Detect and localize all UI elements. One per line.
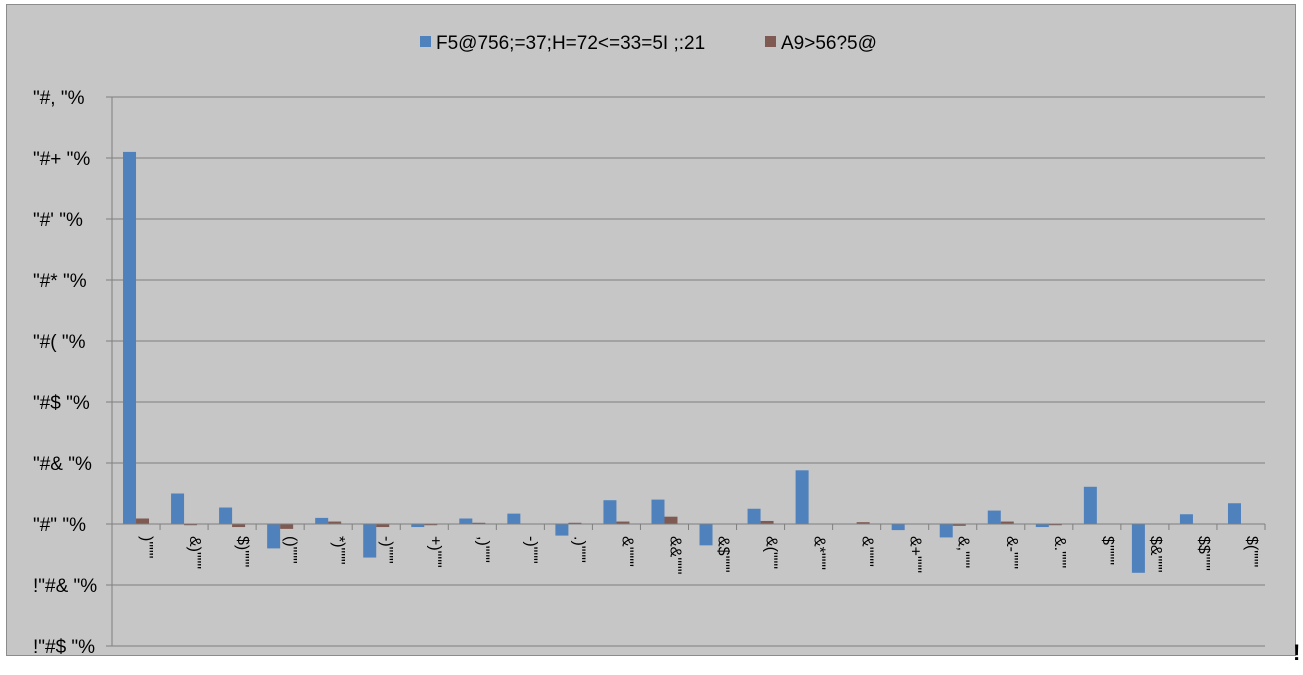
- bar-series-1: [699, 524, 713, 546]
- bar-chart: "#, "% "#+ "% "#' "% "#* "% "#( "% "#$ "% "#& …: [33, 33, 1266, 655]
- category-label: -)""": [378, 536, 395, 564]
- category-label: &,""": [955, 536, 972, 568]
- category-label: &.""": [1051, 536, 1068, 568]
- y-tick-label: "#, "%: [33, 88, 85, 109]
- category-label: &'""": [859, 536, 876, 567]
- category-label: -)""": [522, 536, 539, 564]
- bar-series-2: [1000, 521, 1014, 524]
- bar-series-2: [280, 524, 294, 529]
- category-label: ()""": [282, 536, 299, 564]
- bar-series-1: [219, 507, 233, 524]
- y-tick-label: "#* "%: [33, 271, 87, 292]
- category-label: .)""": [570, 536, 587, 563]
- category-label: )""": [138, 536, 155, 558]
- bar-series-2: [664, 516, 678, 524]
- legend-swatch: [420, 36, 431, 47]
- bar-series-2: [568, 522, 582, 524]
- bar-series-2: [232, 524, 246, 528]
- bar-series-2: [856, 522, 870, 524]
- bar-series-1: [795, 470, 809, 524]
- bar-series-1: [651, 499, 665, 524]
- y-tick-label: "#' "%: [33, 210, 83, 231]
- category-label: $'""": [1099, 536, 1116, 565]
- bar-series-2: [424, 524, 438, 526]
- bar-series-1: [1035, 524, 1049, 528]
- legend-label: F5@756;=37;H=72<=33=5I ;:21: [436, 33, 705, 54]
- bar-series-1: [411, 524, 425, 528]
- y-tick-label: "#& "%: [33, 454, 92, 475]
- category-label: &&""": [666, 536, 683, 574]
- y-tick-label: "#" "%: [33, 515, 86, 536]
- bar-series-1: [1131, 524, 1145, 573]
- category-label: &+""": [907, 536, 924, 573]
- bar-series-1: [171, 493, 185, 524]
- category-label: &$""": [715, 536, 732, 573]
- bar-series-2: [328, 521, 342, 524]
- category-label: &)""": [186, 536, 203, 569]
- bar-series-1: [363, 524, 377, 558]
- bar-series-1: [1227, 503, 1241, 524]
- y-tick-label: "#$ "%: [33, 393, 90, 414]
- bar-series-1: [1179, 514, 1193, 524]
- bar-series-1: [459, 518, 473, 524]
- legend-swatch: [765, 36, 776, 47]
- y-tick-label: !"#$ "%: [33, 637, 95, 655]
- stray-mark: !: [1293, 640, 1301, 665]
- bar-series-2: [376, 524, 390, 528]
- bar-series-1: [1083, 486, 1097, 524]
- bar-series-1: [987, 510, 1001, 524]
- category-label: ,)""": [474, 536, 491, 563]
- bar-series-2: [136, 518, 150, 524]
- bar-series-2: [472, 522, 486, 524]
- bar-series-1: [603, 500, 617, 524]
- bar-series-1: [267, 524, 281, 549]
- bar-series-2: [760, 520, 774, 524]
- bar-series-1: [315, 517, 329, 524]
- y-tick-label: "#( "%: [33, 332, 86, 353]
- y-tick-label: "#+ "%: [33, 149, 90, 170]
- bar-series-2: [1048, 524, 1062, 526]
- bar-series-2: [616, 521, 630, 524]
- bar-series-1: [891, 524, 905, 531]
- bar-series-2: [952, 524, 966, 526]
- category-label: &*""": [811, 536, 828, 570]
- category-label: &'""": [618, 536, 635, 567]
- bar-series-1: [747, 508, 761, 524]
- legend-label: A9>56?5@: [781, 33, 877, 54]
- y-tick-label: !"#& "%: [33, 576, 97, 597]
- bar-series-1: [123, 151, 137, 524]
- bar-series-2: [184, 524, 198, 526]
- bar-series-1: [555, 524, 569, 536]
- category-label: &(""": [763, 536, 780, 569]
- bar-series-1: [939, 524, 953, 538]
- category-label: &-""": [1003, 536, 1020, 569]
- category-label: $$""": [1195, 536, 1212, 571]
- category-label: +)""": [426, 536, 443, 568]
- bar-series-1: [507, 513, 521, 524]
- category-label: *)""": [330, 536, 347, 565]
- category-label: $&""": [1147, 536, 1164, 573]
- chart-frame: "#, "% "#+ "% "#' "% "#* "% "#( "% "#$ "% "#& …: [6, 4, 1296, 656]
- category-label: $)""": [234, 536, 251, 567]
- category-label: $(""": [1243, 536, 1260, 567]
